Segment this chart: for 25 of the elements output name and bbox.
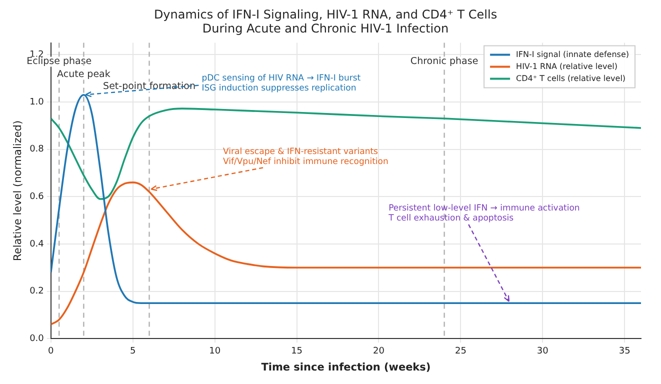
y-tick-label: 0.0 [30, 334, 44, 344]
x-tick-label: 20 [373, 346, 385, 356]
legend-label: HIV-1 RNA (relative level) [516, 62, 618, 71]
x-tick-label: 15 [291, 346, 303, 356]
y-tick-label: 0.6 [30, 192, 44, 202]
chart-title: Dynamics of IFN-I Signaling, HIV-1 RNA, and CD4⁺ T Cells During Acute and Chronic HIV-1 Infection [154, 7, 498, 36]
y-tick-label: 1.0 [30, 97, 44, 108]
x-tick-label: 0 [48, 346, 54, 356]
annotation: pDC sensing of HIV RNA → IFN-I burst ISG induction suppresses replication [202, 74, 362, 94]
y-tick-label: 0.8 [30, 144, 44, 155]
x-tick-label: 35 [618, 346, 630, 356]
legend-label: CD4⁺ T cells (relative level) [516, 74, 626, 83]
y-axis-title: Relative level (normalized) [12, 120, 24, 261]
x-tick-label: 5 [130, 346, 136, 356]
annotation: Persistent low-level IFN → immune activation T cell exhaustion & apoptosis [388, 204, 580, 224]
x-tick-label: 10 [209, 346, 221, 356]
y-tick-label: 0.4 [30, 239, 44, 250]
legend-label: IFN-I signal (innate defense) [516, 50, 630, 59]
x-tick-label: 25 [454, 346, 466, 356]
x-tick-label: 30 [536, 346, 549, 356]
y-tick-label: 0.2 [30, 286, 44, 297]
ref-line-label: Chronic phase [410, 56, 478, 68]
annotation: Viral escape & IFN-resistant variants Vif/Vpu/Nef inhibit immune recognition [223, 146, 388, 167]
x-axis-title: Time since infection (weeks) [261, 361, 431, 374]
ref-line-label: Acute peak [57, 69, 111, 80]
